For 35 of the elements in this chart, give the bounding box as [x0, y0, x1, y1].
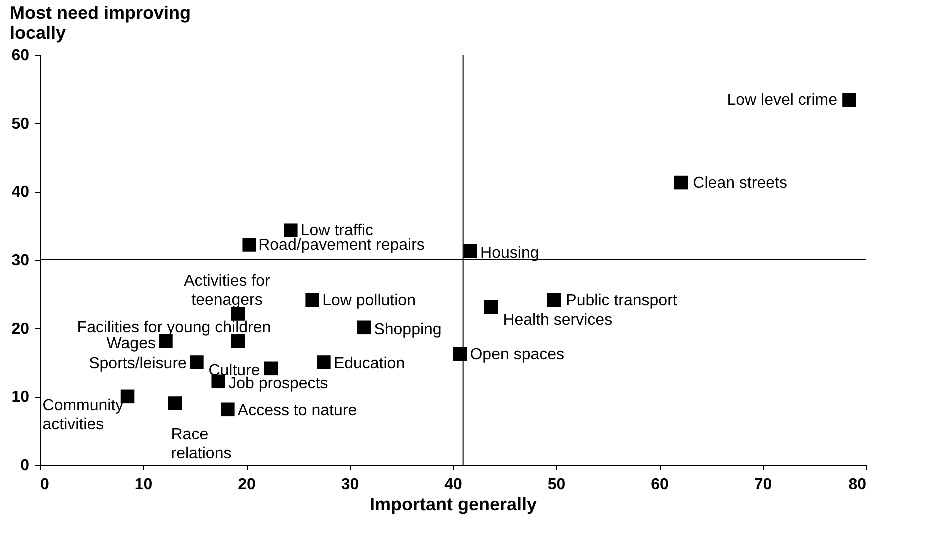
- annotation: Sports/leisure: [89, 356, 188, 372]
- annotation: Job prospects: [228, 376, 328, 393]
- y-tick-label: 30: [12, 252, 30, 270]
- annotation: Clean streets: [693, 174, 788, 192]
- x-tick-label: 10: [134, 476, 153, 494]
- x-tick-label: 40: [444, 476, 462, 494]
- annotation: Shopping: [374, 322, 442, 339]
- annotation: Low pollution: [322, 292, 416, 310]
- y-tick-label: 20: [12, 320, 30, 338]
- y-tick-label: 50: [12, 116, 30, 133]
- y-tick-label: 0: [20, 458, 30, 474]
- x-tick-label: 0: [40, 476, 50, 494]
- x-tick-label: 30: [341, 476, 360, 494]
- x-tick-label: 80: [848, 476, 867, 494]
- annotation: Community activities: [42, 398, 124, 434]
- x-tick-label: 20: [238, 476, 256, 494]
- y-tick-label: 60: [12, 48, 30, 64]
- x-tick-label: 50: [548, 476, 566, 494]
- annotation: Facilities for young children: [77, 319, 272, 336]
- annotation: Public transport: [566, 292, 678, 310]
- y-tick-label: 40: [12, 184, 30, 202]
- annotation: Open spaces: [470, 346, 565, 364]
- x-tick-label: 70: [754, 476, 772, 494]
- annotation: Wages: [106, 335, 156, 352]
- annotation: Activities for teenagers: [184, 272, 272, 309]
- annotation: Health services: [503, 312, 613, 330]
- x-tick-label: 60: [651, 476, 669, 494]
- annotation: Race relations: [171, 426, 232, 462]
- annotation: Access to nature: [238, 402, 358, 420]
- annotation: Low level crime: [727, 92, 838, 110]
- annotation: Education: [334, 356, 406, 372]
- y-axis-title: Most need improving locally: [10, 3, 192, 43]
- x-axis-title: Important generally: [370, 494, 538, 514]
- y-tick-label: 10: [12, 389, 30, 406]
- annotation: Housing: [480, 245, 540, 262]
